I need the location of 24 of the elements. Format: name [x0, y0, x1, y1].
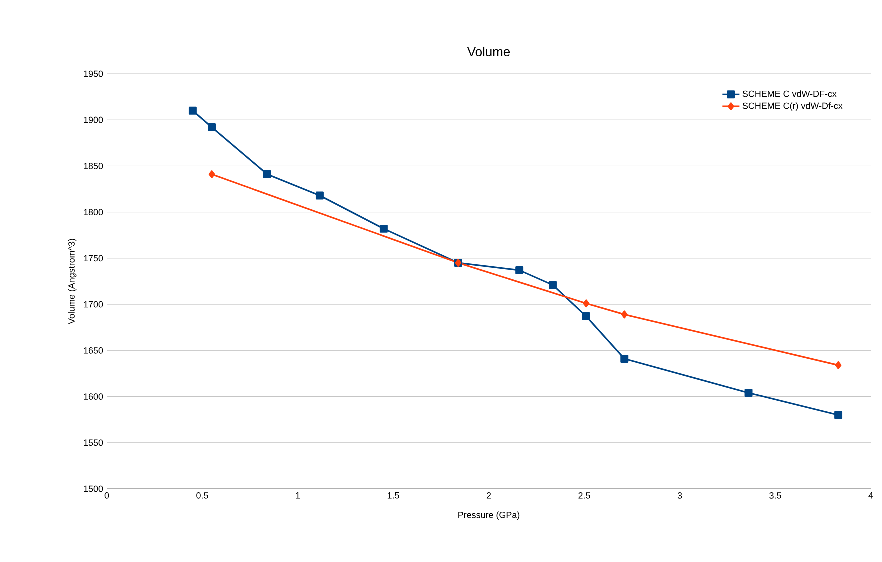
y-tick-label: 1950: [84, 70, 104, 78]
y-tick-label: 1850: [84, 163, 104, 170]
y-axis-title: Volume (Angstrom^3): [68, 239, 77, 324]
x-tick-label: 1.5: [388, 492, 400, 499]
x-tick-label: 1: [296, 492, 300, 499]
y-tick-label: 1750: [84, 255, 104, 262]
x-tick-label: 2.5: [578, 492, 590, 499]
x-tick-label: 3.5: [770, 492, 782, 499]
x-tick-label: 2: [486, 492, 492, 499]
y-tick-label: 1900: [84, 116, 104, 124]
legend-label: SCHEME C(r) vdW-Df-cx: [742, 102, 843, 111]
y-tick-label: 1800: [84, 209, 104, 216]
x-tick-label: 4: [868, 492, 874, 499]
y-tick-label: 1550: [84, 440, 104, 446]
x-axis-title: Pressure (GPa): [458, 512, 520, 520]
legend-label: SCHEME C vdW-DF-cx: [742, 90, 837, 98]
y-tick-label: 1500: [84, 486, 104, 492]
x-tick-label: 3: [678, 492, 682, 499]
y-tick-label: 1700: [84, 301, 104, 308]
x-tick-label: 0: [104, 492, 110, 499]
y-tick-label: 1600: [84, 394, 104, 400]
chart-title: Volume: [467, 46, 510, 56]
y-tick-label: 1650: [84, 347, 104, 354]
x-tick-label: 0.5: [196, 492, 208, 499]
